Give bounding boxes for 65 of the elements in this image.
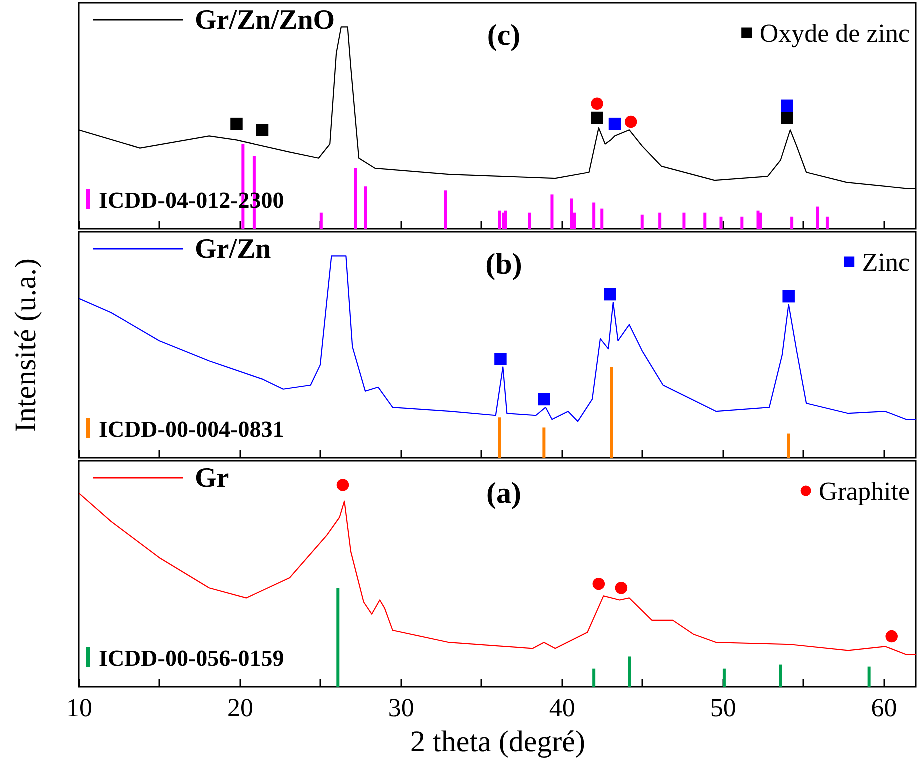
bar bbox=[759, 212, 762, 229]
legend-label: Graphite bbox=[819, 477, 910, 506]
bar bbox=[868, 666, 871, 687]
point bbox=[494, 353, 507, 366]
bar bbox=[704, 212, 707, 229]
bar bbox=[600, 208, 604, 229]
point bbox=[538, 393, 550, 406]
legend-label: ICDD-00-056-0159 bbox=[99, 646, 284, 671]
legend-label: Zinc bbox=[862, 248, 910, 277]
bar bbox=[320, 212, 323, 229]
x-axis-title: 2 theta (degré) bbox=[410, 726, 586, 758]
legend-label: ICDD-00-004-0831 bbox=[99, 417, 284, 442]
bar bbox=[722, 668, 726, 687]
point bbox=[592, 578, 606, 590]
point bbox=[230, 118, 243, 130]
bar bbox=[570, 198, 574, 229]
chart-title: (c) bbox=[487, 19, 521, 52]
bar bbox=[528, 212, 532, 229]
legend-label: Gr bbox=[195, 463, 230, 494]
bar bbox=[364, 186, 368, 229]
bar bbox=[787, 434, 790, 458]
point bbox=[615, 582, 628, 594]
bar bbox=[498, 418, 502, 458]
bar bbox=[779, 664, 782, 687]
bar bbox=[826, 216, 829, 229]
bar bbox=[542, 428, 546, 458]
point bbox=[886, 630, 898, 643]
bar bbox=[592, 202, 596, 229]
bar bbox=[790, 216, 794, 229]
bar bbox=[816, 206, 820, 229]
bar bbox=[444, 190, 448, 229]
x-tick-label: 10 bbox=[66, 694, 92, 722]
point bbox=[591, 112, 604, 124]
legend-label: Gr/Zn/ZnO bbox=[195, 5, 336, 36]
bar bbox=[498, 210, 502, 229]
bar bbox=[658, 212, 662, 229]
point bbox=[781, 112, 794, 124]
bar bbox=[720, 216, 723, 229]
point bbox=[591, 98, 604, 110]
legend-label: Oxyde de zinc bbox=[760, 19, 910, 48]
x-tick-label: 40 bbox=[549, 694, 576, 722]
point bbox=[336, 479, 350, 492]
legend-label: Gr/Zn bbox=[195, 234, 272, 265]
x-tick-label: 50 bbox=[710, 694, 736, 722]
chart-title: (b) bbox=[486, 248, 522, 281]
x-tick-label: 20 bbox=[227, 694, 254, 722]
bar bbox=[336, 588, 340, 687]
point bbox=[781, 100, 794, 112]
bar bbox=[640, 214, 644, 229]
x-tick-label: 30 bbox=[388, 694, 414, 722]
bar bbox=[682, 212, 686, 229]
bar bbox=[592, 668, 596, 687]
point bbox=[604, 288, 616, 301]
x-tick-label: 60 bbox=[871, 694, 898, 722]
bar bbox=[628, 656, 631, 687]
y-axis-title: Intensité (u.a.) bbox=[10, 258, 42, 433]
bar bbox=[550, 194, 554, 229]
point bbox=[608, 118, 622, 130]
bar bbox=[740, 216, 744, 229]
bar bbox=[354, 168, 358, 229]
chart-title: (a) bbox=[486, 477, 522, 510]
point bbox=[782, 290, 795, 303]
point bbox=[624, 116, 638, 128]
point bbox=[256, 124, 269, 136]
bar bbox=[610, 367, 614, 458]
